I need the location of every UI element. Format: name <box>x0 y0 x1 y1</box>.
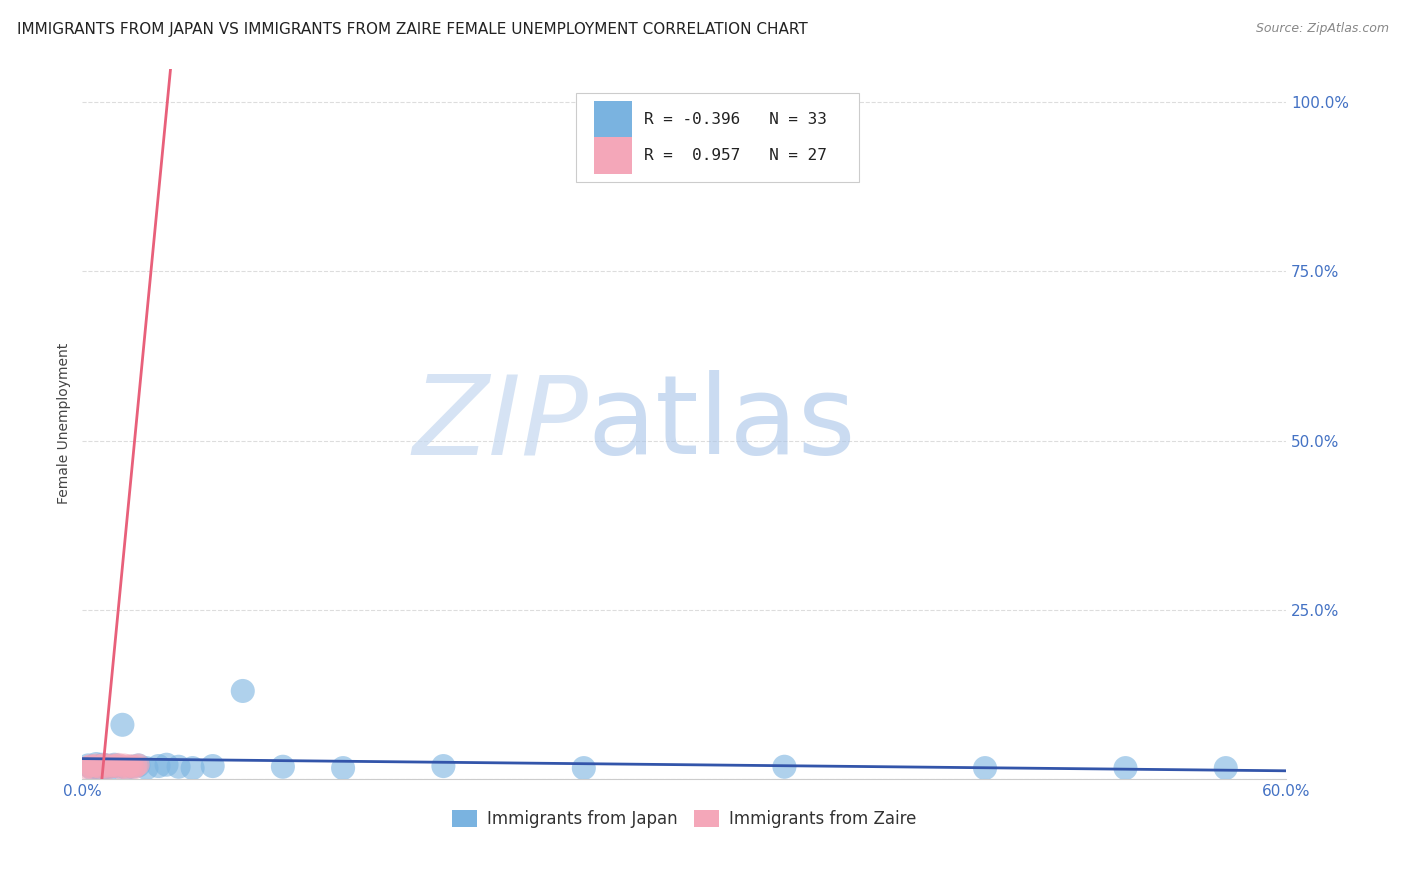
Point <box>97 760 120 774</box>
Point <box>105 758 128 772</box>
Point <box>167 760 190 774</box>
Point <box>96 758 118 772</box>
Point <box>91 757 114 772</box>
Point <box>82 762 104 776</box>
Point <box>271 760 294 774</box>
Point <box>181 761 204 775</box>
Point <box>127 757 149 772</box>
Text: R = -0.396   N = 33: R = -0.396 N = 33 <box>644 112 827 128</box>
Legend: Immigrants from Japan, Immigrants from Zaire: Immigrants from Japan, Immigrants from Z… <box>446 803 924 835</box>
Point <box>1215 761 1237 775</box>
Point <box>572 761 595 775</box>
Point <box>135 761 157 775</box>
Point <box>120 758 142 772</box>
Point <box>332 761 354 775</box>
Point <box>111 759 134 773</box>
Text: Source: ZipAtlas.com: Source: ZipAtlas.com <box>1256 22 1389 36</box>
Point <box>121 760 143 774</box>
Point <box>100 761 122 775</box>
Point <box>83 759 105 773</box>
Point <box>101 759 124 773</box>
Text: atlas: atlas <box>588 370 856 477</box>
Point <box>110 761 132 775</box>
Point <box>112 757 135 772</box>
Point <box>87 761 110 775</box>
Point <box>93 760 115 774</box>
FancyBboxPatch shape <box>576 94 859 182</box>
Point <box>100 759 122 773</box>
Point <box>124 761 146 775</box>
Point <box>103 757 125 772</box>
Point <box>148 759 170 773</box>
Text: R =  0.957   N = 27: R = 0.957 N = 27 <box>644 148 827 163</box>
Text: ZIP: ZIP <box>412 370 588 477</box>
Point <box>83 760 105 774</box>
Point <box>1114 761 1136 775</box>
Point <box>91 758 114 772</box>
Text: IMMIGRANTS FROM JAPAN VS IMMIGRANTS FROM ZAIRE FEMALE UNEMPLOYMENT CORRELATION C: IMMIGRANTS FROM JAPAN VS IMMIGRANTS FROM… <box>17 22 807 37</box>
Point <box>201 759 224 773</box>
Point <box>89 761 111 775</box>
Point <box>125 759 148 773</box>
Point <box>89 759 111 773</box>
Point <box>86 757 108 772</box>
Point <box>773 760 796 774</box>
Point <box>974 761 997 775</box>
Point <box>97 761 120 775</box>
Point <box>86 757 108 772</box>
Point <box>87 760 110 774</box>
Point <box>121 760 143 774</box>
Point <box>107 757 129 772</box>
Point <box>117 760 139 774</box>
Point <box>115 761 138 775</box>
Point <box>127 758 149 772</box>
Point <box>82 761 104 775</box>
Point <box>432 759 454 773</box>
FancyBboxPatch shape <box>593 102 633 138</box>
Point <box>77 758 100 772</box>
Point <box>101 757 124 772</box>
Point <box>232 684 254 698</box>
Point <box>111 718 134 732</box>
Point <box>107 760 129 774</box>
Point <box>96 760 118 774</box>
Point <box>75 761 97 775</box>
FancyBboxPatch shape <box>593 137 633 174</box>
Point <box>77 760 100 774</box>
Point <box>155 757 177 772</box>
Point <box>115 761 138 775</box>
Point <box>103 760 125 774</box>
Y-axis label: Female Unemployment: Female Unemployment <box>58 343 72 504</box>
Point <box>93 757 115 772</box>
Point <box>79 758 101 772</box>
